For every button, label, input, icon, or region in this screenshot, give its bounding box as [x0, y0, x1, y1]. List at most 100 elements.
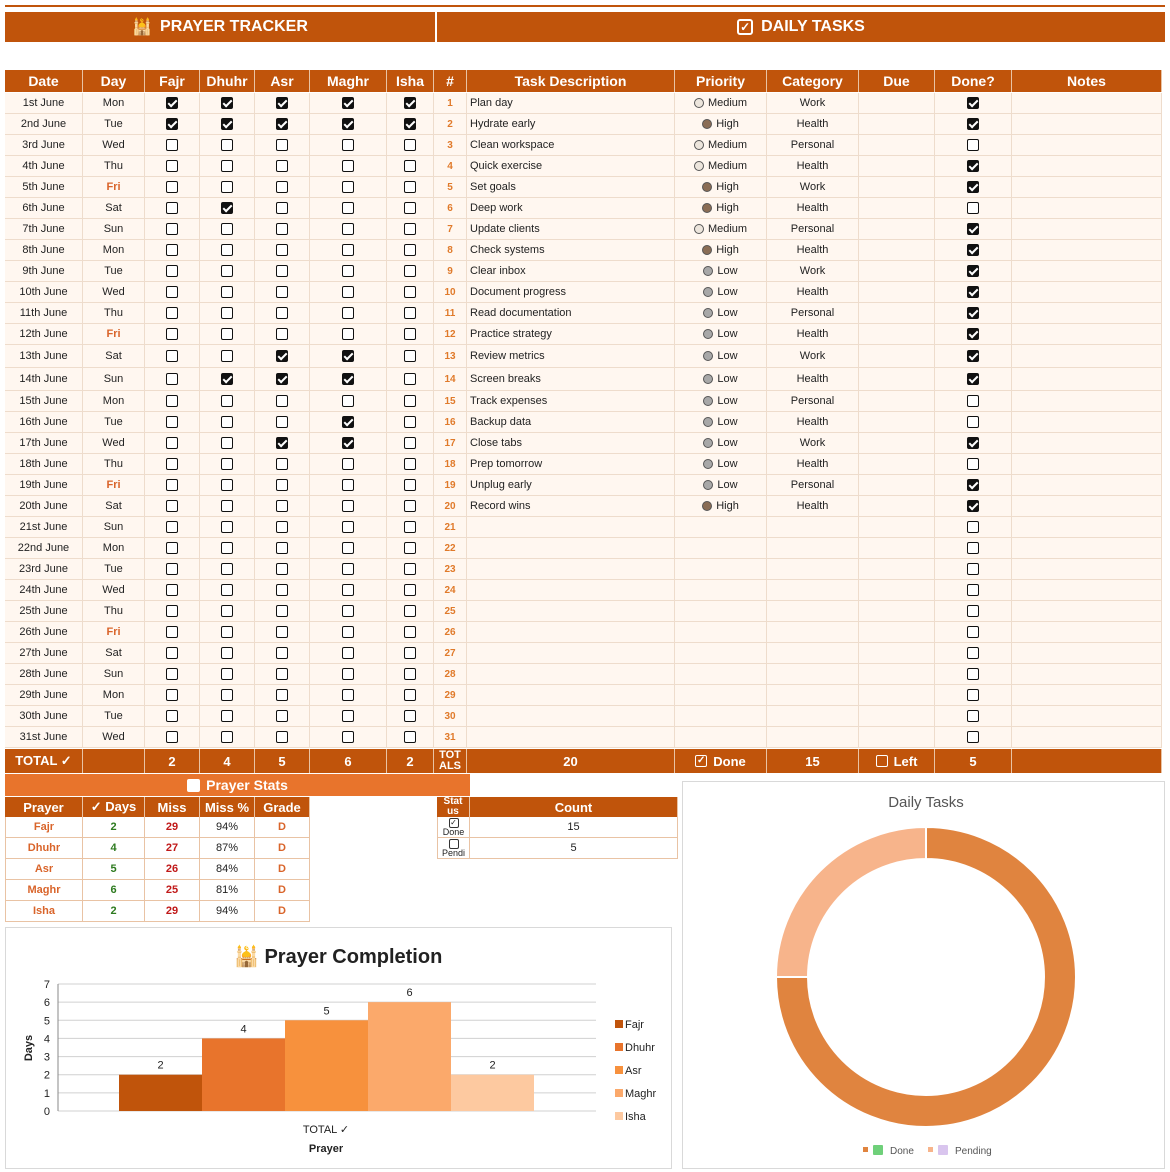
done-checkbox[interactable] [967, 521, 979, 533]
asr-checkbox[interactable] [276, 521, 288, 533]
maghr-checkbox[interactable] [342, 244, 354, 256]
category-cell[interactable]: Personal [767, 303, 859, 324]
due-cell[interactable] [859, 177, 935, 198]
due-cell[interactable] [859, 538, 935, 559]
dhuhr-checkbox[interactable] [221, 373, 233, 385]
isha-checkbox[interactable] [404, 350, 416, 362]
due-cell[interactable] [859, 559, 935, 580]
due-cell[interactable] [859, 580, 935, 601]
asr-checkbox[interactable] [276, 710, 288, 722]
notes-cell[interactable] [1012, 391, 1162, 412]
priority-cell[interactable]: Medium [675, 93, 767, 114]
priority-cell[interactable] [675, 622, 767, 643]
fajr-checkbox[interactable] [166, 160, 178, 172]
due-cell[interactable] [859, 454, 935, 475]
asr-checkbox[interactable] [276, 307, 288, 319]
fajr-checkbox[interactable] [166, 139, 178, 151]
asr-checkbox[interactable] [276, 647, 288, 659]
done-checkbox[interactable] [967, 223, 979, 235]
priority-cell[interactable] [675, 727, 767, 748]
done-checkbox[interactable] [967, 437, 979, 449]
notes-cell[interactable] [1012, 282, 1162, 303]
done-checkbox[interactable] [967, 500, 979, 512]
maghr-checkbox[interactable] [342, 328, 354, 340]
dhuhr-checkbox[interactable] [221, 626, 233, 638]
asr-checkbox[interactable] [276, 584, 288, 596]
maghr-checkbox[interactable] [342, 416, 354, 428]
isha-checkbox[interactable] [404, 373, 416, 385]
done-checkbox[interactable] [967, 647, 979, 659]
task-description[interactable] [467, 622, 675, 643]
due-cell[interactable] [859, 475, 935, 496]
category-cell[interactable] [767, 664, 859, 685]
maghr-checkbox[interactable] [342, 626, 354, 638]
priority-cell[interactable] [675, 538, 767, 559]
done-checkbox[interactable] [967, 458, 979, 470]
dhuhr-checkbox[interactable] [221, 563, 233, 575]
fajr-checkbox[interactable] [166, 118, 178, 130]
done-checkbox[interactable] [967, 668, 979, 680]
due-cell[interactable] [859, 135, 935, 156]
category-cell[interactable]: Work [767, 93, 859, 114]
dhuhr-checkbox[interactable] [221, 458, 233, 470]
maghr-checkbox[interactable] [342, 307, 354, 319]
task-description[interactable] [467, 580, 675, 601]
maghr-checkbox[interactable] [342, 689, 354, 701]
asr-checkbox[interactable] [276, 605, 288, 617]
task-description[interactable]: Update clients [467, 219, 675, 240]
fajr-checkbox[interactable] [166, 647, 178, 659]
done-checkbox[interactable] [967, 416, 979, 428]
category-cell[interactable]: Health [767, 114, 859, 135]
category-cell[interactable]: Health [767, 198, 859, 219]
maghr-checkbox[interactable] [342, 479, 354, 491]
asr-checkbox[interactable] [276, 223, 288, 235]
due-cell[interactable] [859, 282, 935, 303]
asr-checkbox[interactable] [276, 437, 288, 449]
asr-checkbox[interactable] [276, 265, 288, 277]
category-cell[interactable] [767, 559, 859, 580]
due-cell[interactable] [859, 496, 935, 517]
isha-checkbox[interactable] [404, 731, 416, 743]
fajr-checkbox[interactable] [166, 710, 178, 722]
due-cell[interactable] [859, 706, 935, 727]
maghr-checkbox[interactable] [342, 437, 354, 449]
due-cell[interactable] [859, 240, 935, 261]
category-cell[interactable]: Work [767, 345, 859, 368]
dhuhr-checkbox[interactable] [221, 160, 233, 172]
category-cell[interactable]: Personal [767, 135, 859, 156]
due-cell[interactable] [859, 261, 935, 282]
fajr-checkbox[interactable] [166, 373, 178, 385]
asr-checkbox[interactable] [276, 244, 288, 256]
fajr-checkbox[interactable] [166, 731, 178, 743]
category-cell[interactable]: Health [767, 454, 859, 475]
dhuhr-checkbox[interactable] [221, 416, 233, 428]
maghr-checkbox[interactable] [342, 223, 354, 235]
notes-cell[interactable] [1012, 345, 1162, 368]
asr-checkbox[interactable] [276, 286, 288, 298]
due-cell[interactable] [859, 303, 935, 324]
dhuhr-checkbox[interactable] [221, 521, 233, 533]
due-cell[interactable] [859, 643, 935, 664]
category-cell[interactable]: Health [767, 282, 859, 303]
notes-cell[interactable] [1012, 643, 1162, 664]
priority-cell[interactable] [675, 664, 767, 685]
isha-checkbox[interactable] [404, 118, 416, 130]
asr-checkbox[interactable] [276, 668, 288, 680]
task-description[interactable]: Practice strategy [467, 324, 675, 345]
isha-checkbox[interactable] [404, 307, 416, 319]
category-cell[interactable] [767, 517, 859, 538]
maghr-checkbox[interactable] [342, 373, 354, 385]
category-cell[interactable]: Work [767, 261, 859, 282]
done-checkbox[interactable] [967, 373, 979, 385]
maghr-checkbox[interactable] [342, 286, 354, 298]
done-checkbox[interactable] [967, 328, 979, 340]
task-description[interactable]: Clear inbox [467, 261, 675, 282]
priority-cell[interactable]: High [675, 240, 767, 261]
isha-checkbox[interactable] [404, 97, 416, 109]
task-description[interactable] [467, 559, 675, 580]
due-cell[interactable] [859, 324, 935, 345]
maghr-checkbox[interactable] [342, 521, 354, 533]
task-description[interactable] [467, 685, 675, 706]
fajr-checkbox[interactable] [166, 689, 178, 701]
task-description[interactable] [467, 538, 675, 559]
